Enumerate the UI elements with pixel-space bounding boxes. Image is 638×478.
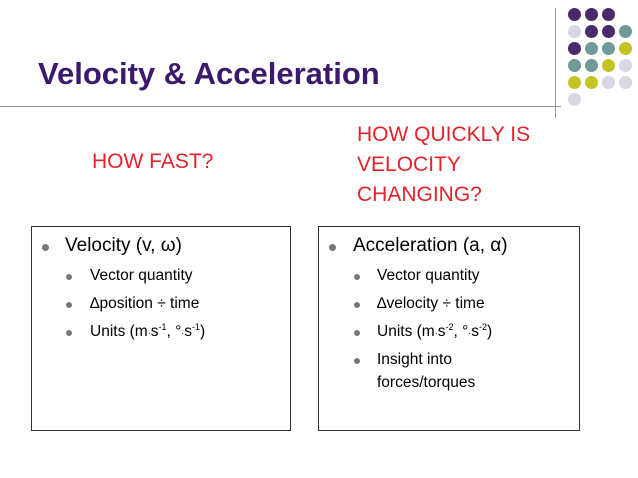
- units-s: s: [471, 323, 480, 340]
- units-exponent: -2: [479, 322, 488, 332]
- acceleration-heading: Acceleration (a, α): [353, 235, 508, 256]
- velocity-heading: Velocity (v, ω): [65, 235, 182, 256]
- decor-dot: [568, 25, 581, 38]
- units-item: Units (m·s-1, °·s-1): [90, 323, 205, 341]
- units-dot: ·: [181, 328, 185, 338]
- decor-dot: [602, 25, 615, 38]
- vertical-divider: [555, 8, 556, 118]
- question-how-quickly: HOW QUICKLY IS VELOCITY CHANGING?: [357, 120, 597, 210]
- decor-dot: [619, 42, 632, 55]
- list-item-line: forces/torques: [377, 374, 476, 391]
- decor-dot: [619, 25, 632, 38]
- question-line: CHANGING?: [357, 183, 482, 206]
- decor-dot: [568, 59, 581, 72]
- bullet-icon: [354, 274, 360, 280]
- units-mid: , °: [166, 323, 182, 340]
- slide-title: Velocity & Acceleration: [38, 56, 380, 91]
- decor-dot: [619, 76, 632, 89]
- decor-dot: [585, 42, 598, 55]
- list-item: ∆position ÷ time: [90, 295, 200, 312]
- decor-dot: [568, 76, 581, 89]
- decor-dot: [568, 93, 581, 106]
- question-how-fast: HOW FAST?: [92, 150, 214, 173]
- units-exponent: -1: [192, 322, 201, 332]
- decor-dot: [585, 25, 598, 38]
- units-close: ): [487, 323, 493, 340]
- decorative-dot-grid: [563, 8, 635, 108]
- decor-dot: [602, 42, 615, 55]
- bullet-icon: [66, 274, 72, 280]
- bullet-icon: [354, 330, 360, 336]
- bullet-icon: [354, 302, 360, 308]
- units-dot: ·: [468, 328, 472, 338]
- units-s: s: [437, 323, 446, 340]
- list-item: Vector quantity: [377, 267, 480, 284]
- question-line: VELOCITY: [357, 153, 461, 176]
- bullet-icon: [329, 244, 336, 251]
- bullet-icon: [42, 244, 49, 251]
- list-item: ∆velocity ÷ time: [377, 295, 485, 312]
- units-dot: ·: [147, 328, 151, 338]
- title-underline: [0, 106, 561, 107]
- list-item: Vector quantity: [90, 267, 193, 284]
- decor-dot: [568, 8, 581, 21]
- decor-dot: [568, 42, 581, 55]
- units-item: Units (m·s-2, °·s-2): [377, 323, 492, 341]
- units-exponent: -1: [158, 322, 167, 332]
- decor-dot: [619, 59, 632, 72]
- velocity-box: Velocity (v, ω) Vector quantity ∆positio…: [31, 226, 291, 431]
- decor-dot: [602, 59, 615, 72]
- bullet-icon: [354, 358, 360, 364]
- decor-dot: [585, 8, 598, 21]
- units-prefix: Units (m: [90, 323, 148, 340]
- decor-dot: [602, 76, 615, 89]
- decor-dot: [585, 76, 598, 89]
- units-exponent: -2: [445, 322, 454, 332]
- question-line: HOW QUICKLY IS: [357, 123, 531, 146]
- acceleration-box: Acceleration (a, α) Vector quantity ∆vel…: [318, 226, 580, 431]
- bullet-icon: [66, 302, 72, 308]
- bullet-icon: [66, 330, 72, 336]
- units-mid: , °: [453, 323, 469, 340]
- decor-dot: [585, 59, 598, 72]
- units-prefix: Units (m: [377, 323, 435, 340]
- list-item-line: Insight into: [377, 351, 452, 368]
- units-s: s: [150, 323, 159, 340]
- units-close: ): [200, 323, 206, 340]
- units-s: s: [184, 323, 193, 340]
- units-dot: ·: [434, 328, 438, 338]
- decor-dot: [602, 8, 615, 21]
